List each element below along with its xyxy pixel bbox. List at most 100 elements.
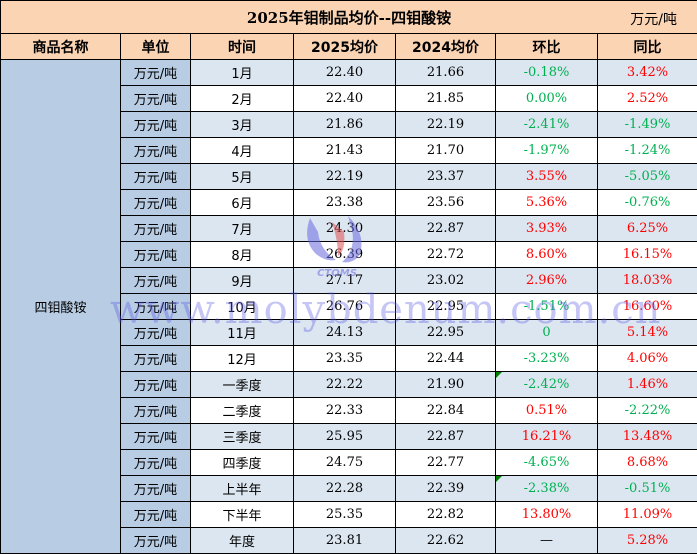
mom-cell: 0.51% bbox=[495, 397, 598, 424]
price-2024-cell: 22.62 bbox=[395, 527, 496, 554]
table-row: 万元/吨 3月 21.86 22.19 -2.41% -1.49% bbox=[1, 111, 697, 138]
price-2024-cell: 23.56 bbox=[395, 189, 496, 216]
period-cell: 年度 bbox=[190, 527, 294, 554]
unit-cell: 万元/吨 bbox=[120, 475, 191, 502]
unit-cell: 万元/吨 bbox=[120, 85, 191, 112]
mom-cell: 2.96% bbox=[495, 267, 598, 294]
unit-cell: 万元/吨 bbox=[120, 267, 191, 294]
period-cell: 9月 bbox=[190, 267, 294, 294]
period-cell: 二季度 bbox=[190, 397, 294, 424]
yoy-cell: 5.14% bbox=[596, 319, 697, 346]
table-row: 万元/吨 8月 26.39 22.72 8.60% 16.15% bbox=[1, 241, 697, 268]
price-2024-cell: 22.19 bbox=[395, 111, 496, 138]
mom-cell: 5.36% bbox=[495, 189, 598, 216]
period-cell: 5月 bbox=[190, 163, 294, 190]
price-2024-cell: 21.90 bbox=[395, 371, 496, 398]
yoy-cell: 6.25% bbox=[596, 215, 697, 242]
unit-cell: 万元/吨 bbox=[120, 501, 191, 528]
price-2025-cell: 25.35 bbox=[293, 501, 396, 528]
header-product: 商品名称 bbox=[0, 33, 121, 60]
mom-cell: 3.55% bbox=[495, 163, 598, 190]
unit-cell: 万元/吨 bbox=[120, 189, 191, 216]
yoy-cell: -5.05% bbox=[596, 163, 697, 190]
table-row: 万元/吨 二季度 22.33 22.84 0.51% -2.22% bbox=[1, 397, 697, 424]
price-2024-cell: 22.87 bbox=[395, 423, 496, 450]
unit-cell: 万元/吨 bbox=[120, 319, 191, 346]
yoy-cell: 4.06% bbox=[596, 345, 697, 372]
table-title: 2025年钼制品均价--四钼酸铵 bbox=[246, 8, 452, 27]
mom-cell: -2.41% bbox=[495, 111, 598, 138]
unit-cell: 万元/吨 bbox=[120, 241, 191, 268]
mom-cell: -4.65% bbox=[495, 449, 598, 476]
unit-cell: 万元/吨 bbox=[120, 293, 191, 320]
unit-note: 万元/吨 bbox=[630, 12, 678, 28]
unit-cell: 万元/吨 bbox=[120, 371, 191, 398]
mom-cell: -3.23% bbox=[495, 345, 598, 372]
table-row: 万元/吨 5月 22.19 23.37 3.55% -5.05% bbox=[1, 163, 697, 190]
yoy-cell: 2.52% bbox=[596, 85, 697, 112]
unit-cell: 万元/吨 bbox=[120, 215, 191, 242]
price-2025-cell: 22.22 bbox=[293, 371, 396, 398]
yoy-cell: -2.22% bbox=[596, 397, 697, 424]
period-cell: 6月 bbox=[190, 189, 294, 216]
price-2025-cell: 24.13 bbox=[293, 319, 396, 346]
price-2025-cell: 24.75 bbox=[293, 449, 396, 476]
table-row: 万元/吨 12月 23.35 22.44 -3.23% 4.06% bbox=[1, 345, 697, 372]
yoy-cell: -0.76% bbox=[596, 189, 697, 216]
yoy-cell: -1.49% bbox=[596, 111, 697, 138]
yoy-cell: 5.28% bbox=[596, 527, 697, 554]
period-cell: 7月 bbox=[190, 215, 294, 242]
table-row: 万元/吨 上半年 22.28 22.39 -2.38% -0.51% bbox=[1, 475, 697, 502]
header-unit: 单位 bbox=[120, 33, 191, 60]
price-2025-cell: 21.43 bbox=[293, 137, 396, 164]
unit-cell: 万元/吨 bbox=[120, 137, 191, 164]
yoy-cell: 18.03% bbox=[596, 267, 697, 294]
price-2025-cell: 22.40 bbox=[293, 59, 396, 86]
mom-cell: -2.42% bbox=[495, 371, 598, 398]
unit-cell: 万元/吨 bbox=[120, 345, 191, 372]
table-row: 四钼酸铵 万元/吨 1月 22.40 21.66 -0.18% 3.42% bbox=[0, 59, 697, 554]
period-cell: 三季度 bbox=[190, 423, 294, 450]
table-row: 万元/吨 四季度 24.75 22.77 -4.65% 8.68% bbox=[1, 449, 697, 476]
table-row: 万元/吨 7月 24.30 22.87 3.93% 6.25% bbox=[1, 215, 697, 242]
yoy-cell: 11.09% bbox=[596, 501, 697, 528]
header-yoy: 同比 bbox=[596, 33, 697, 60]
yoy-cell: 16.60% bbox=[596, 293, 697, 320]
table-title-cell: 2025年钼制品均价--四钼酸铵 万元/吨 bbox=[0, 0, 697, 34]
period-cell: 8月 bbox=[190, 241, 294, 268]
unit-cell: 万元/吨 bbox=[120, 449, 191, 476]
table-row: 万元/吨 年度 23.81 22.62—5.28% bbox=[1, 527, 697, 554]
mom-cell: 3.93% bbox=[495, 215, 598, 242]
table-row: 万元/吨 下半年 25.35 22.82 13.80% 11.09% bbox=[1, 501, 697, 528]
header-period: 时间 bbox=[190, 33, 294, 60]
price-2025-cell: 21.86 bbox=[293, 111, 396, 138]
period-cell: 一季度 bbox=[190, 371, 294, 398]
price-2024-cell: 21.70 bbox=[395, 137, 496, 164]
yoy-cell: -1.24% bbox=[596, 137, 697, 164]
price-2024-cell: 22.95 bbox=[395, 319, 496, 346]
price-2024-cell: 22.72 bbox=[395, 241, 496, 268]
yoy-cell: 13.48% bbox=[596, 423, 697, 450]
unit-cell: 万元/吨 bbox=[120, 111, 191, 138]
price-2024-cell: 21.66 bbox=[395, 59, 496, 86]
price-2025-cell: 26.39 bbox=[293, 241, 396, 268]
table-row: 万元/吨 2月 22.40 21.85 0.00% 2.52% bbox=[1, 85, 697, 112]
yoy-cell: 3.42% bbox=[596, 59, 697, 86]
header-price-2024: 2024均价 bbox=[395, 33, 496, 60]
price-2024-cell: 22.84 bbox=[395, 397, 496, 424]
period-cell: 下半年 bbox=[190, 501, 294, 528]
mom-cell: — bbox=[495, 527, 598, 554]
price-2025-cell: 22.33 bbox=[293, 397, 396, 424]
unit-cell: 万元/吨 bbox=[120, 163, 191, 190]
price-2024-cell: 22.39 bbox=[395, 475, 496, 502]
yoy-cell: -0.51% bbox=[596, 475, 697, 502]
unit-cell: 万元/吨 bbox=[120, 527, 191, 554]
yoy-cell: 1.46% bbox=[596, 371, 697, 398]
table-row: 万元/吨 三季度 25.95 22.87 16.21% 13.48% bbox=[1, 423, 697, 450]
price-2024-cell: 22.87 bbox=[395, 215, 496, 242]
price-2025-cell: 22.40 bbox=[293, 85, 396, 112]
mom-cell: 8.60% bbox=[495, 241, 598, 268]
price-2024-cell: 21.85 bbox=[395, 85, 496, 112]
mom-cell: -1.51% bbox=[495, 293, 598, 320]
